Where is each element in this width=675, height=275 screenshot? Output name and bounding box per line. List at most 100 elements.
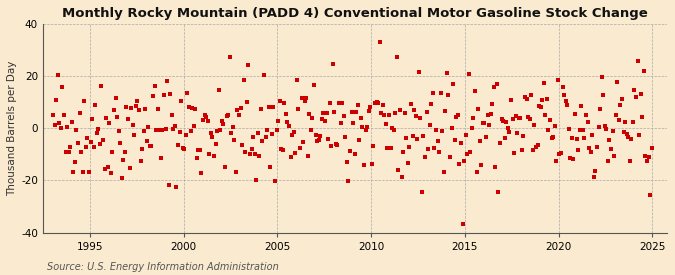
Point [306,128,317,133]
Point [113,129,124,133]
Point [324,101,335,106]
Point [157,128,168,132]
Point [160,127,171,131]
Point [510,114,521,118]
Point [608,129,618,133]
Point [574,128,585,132]
Point [82,136,92,140]
Point [159,92,169,97]
Point [504,130,515,134]
Point [615,103,626,107]
Point [103,164,113,169]
Point [562,103,572,108]
Point [385,146,396,151]
Point [173,143,184,147]
Point [541,97,552,101]
Point [169,124,180,128]
Point [454,161,465,166]
Point [520,95,531,100]
Point [68,169,79,174]
Point [187,106,198,111]
Point [128,123,138,127]
Point [205,130,216,135]
Point [512,131,522,135]
Y-axis label: Thousand Barrels per Day: Thousand Barrels per Day [7,60,17,196]
Point [395,108,406,112]
Point [591,145,602,149]
Point [54,121,65,125]
Point [408,107,419,112]
Point [354,138,364,142]
Point [221,114,232,118]
Point [551,159,562,163]
Point [193,148,204,152]
Point [262,128,273,132]
Point [229,138,240,143]
Point [381,122,392,127]
Point [557,84,568,89]
Point [323,137,333,141]
Point [578,128,589,132]
Point [565,156,576,160]
Point [466,126,477,131]
Point [370,101,381,106]
Point [612,79,622,84]
Point [509,151,520,155]
Point [252,131,263,135]
Point [402,161,413,165]
Point [552,78,563,82]
Point [109,108,119,112]
Point [554,152,565,157]
Point [61,125,72,129]
Point [522,115,533,120]
Point [343,178,354,183]
Point [515,116,526,120]
Point [59,112,70,117]
Point [163,183,174,188]
Point [204,152,215,156]
Point [471,170,482,174]
Point [51,98,61,102]
Point [524,116,535,121]
Point [390,111,401,115]
Point [342,160,352,164]
Point [99,167,110,171]
Point [560,98,571,103]
Point [238,78,249,82]
Point [98,138,109,142]
Point [124,166,135,170]
Point [393,168,404,173]
Point [358,162,369,167]
Point [287,133,298,138]
Point [507,117,518,121]
Point [539,81,549,85]
Point [540,112,551,117]
Point [290,151,300,156]
Point [329,110,340,114]
Point [427,90,438,95]
Point [52,73,63,78]
Point [85,140,96,145]
Point [321,111,332,115]
Point [57,85,68,89]
Point [246,147,257,152]
Point [415,116,426,120]
Point [118,158,129,162]
Point [234,113,244,117]
Point [485,112,496,116]
Point [218,122,229,126]
Point [437,128,448,133]
Point [365,105,376,109]
Point [226,131,237,135]
Point [78,169,88,174]
Point [603,159,614,163]
Point [601,126,612,131]
Point [487,102,497,107]
Point [532,143,543,147]
Point [465,150,476,155]
Point [549,123,560,128]
Point [269,179,280,184]
Point [404,145,414,149]
Point [96,84,107,89]
Point [254,154,265,158]
